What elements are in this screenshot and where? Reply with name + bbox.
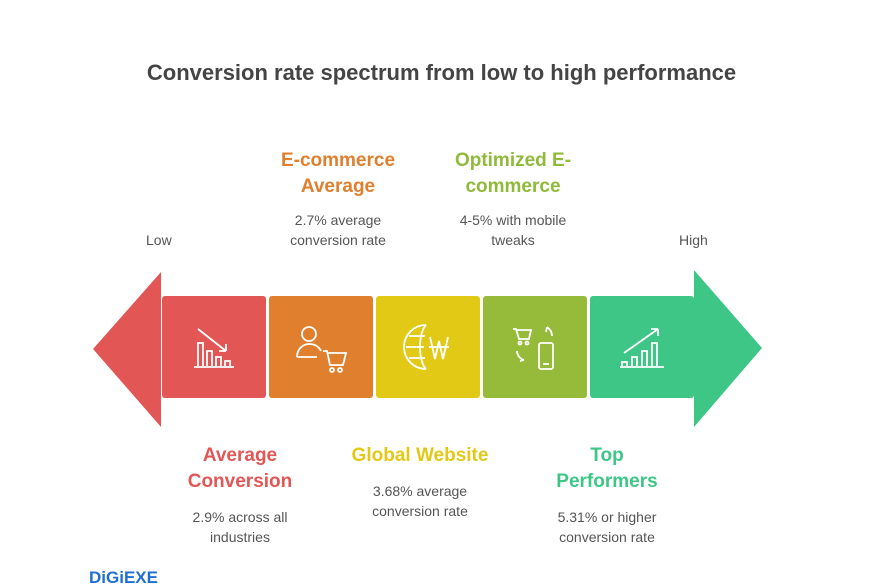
stage-box-top-performers <box>590 296 694 398</box>
stage-box-optimized-ecommerce <box>483 296 587 398</box>
page-title: Conversion rate spectrum from low to hig… <box>146 60 737 85</box>
globe-currency-icon <box>403 324 449 370</box>
stage-desc: conversion rate <box>559 529 655 545</box>
stage-heading: Optimized E- <box>454 150 572 171</box>
stage-heading: Performers <box>556 471 658 492</box>
stage-box-average-conversion <box>162 296 266 398</box>
stage-desc: conversion rate <box>372 503 468 519</box>
stage-label-ecommerce-average: E-commerce Average 2.7% average conversion… <box>258 148 418 250</box>
stage-label-global-website: Global Website 3.68% average conversion r… <box>340 443 500 521</box>
stage-desc: conversion rate <box>290 232 386 248</box>
stage-heading: Average <box>202 445 278 466</box>
stage-desc: 5.31% or higher <box>557 509 657 525</box>
stage-heading: Conversion <box>187 471 293 492</box>
stage-desc: 2.9% across all <box>192 509 288 525</box>
stage-desc: industries <box>210 529 270 545</box>
stage-desc: tweaks <box>491 232 535 248</box>
low-label: Low <box>146 232 172 248</box>
stage-label-average-conversion: Average Conversion 2.9% across all industr… <box>160 443 320 547</box>
stage-heading: commerce <box>465 176 561 197</box>
stage-label-top-performers: Top Performers 5.31% or higher conversion … <box>527 443 687 547</box>
stage-desc: 2.7% average <box>294 212 382 228</box>
right-arrow-head <box>694 270 762 427</box>
stage-desc: 3.68% average <box>372 483 468 499</box>
stage-heading: E-commerce <box>280 150 396 171</box>
rising-bar-chart-icon <box>620 328 664 368</box>
cart-mobile-sync-icon <box>513 326 554 370</box>
high-label: High <box>679 232 708 248</box>
stage-desc: 4-5% with mobile <box>459 212 567 228</box>
stage-heading: Global Website <box>351 445 489 466</box>
stage-heading: Top <box>590 445 624 466</box>
left-arrow-head <box>93 272 161 427</box>
stage-box-ecommerce-average <box>269 296 373 398</box>
user-shopping-cart-icon <box>296 326 348 373</box>
stage-box-global-website <box>376 296 480 398</box>
declining-bar-chart-icon <box>194 328 234 368</box>
stage-heading: Average <box>300 176 376 197</box>
digiexe-logo: DiGiEXE <box>89 568 158 587</box>
stage-label-optimized-ecommerce: Optimized E-commerce 4-5% with mobile twe… <box>433 148 593 250</box>
